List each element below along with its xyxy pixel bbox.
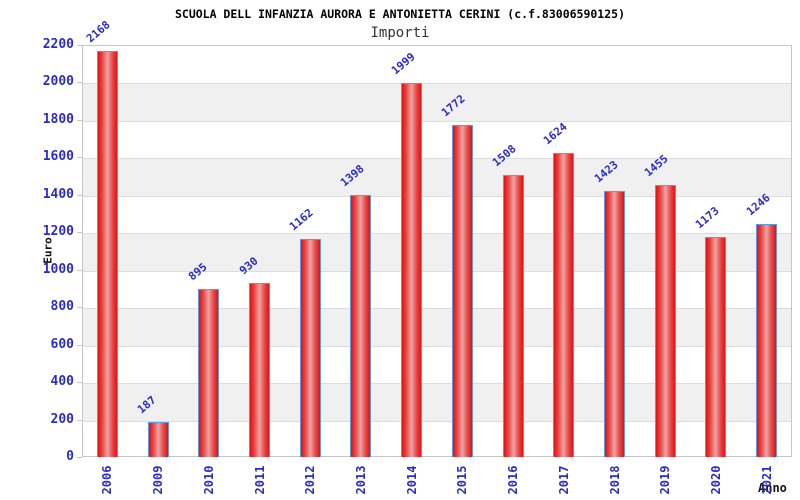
y-tick-label: 600 [50, 336, 74, 352]
y-tick-mark [77, 82, 82, 84]
gridline [83, 233, 791, 235]
y-tick-mark [77, 419, 82, 421]
y-tick-label: 1000 [42, 261, 74, 277]
bar [299, 239, 321, 457]
x-tick-label: 2006 [100, 465, 115, 495]
bar [451, 125, 473, 457]
y-tick-mark [77, 269, 82, 271]
x-tick-label: 2018 [607, 465, 622, 495]
plot-band [83, 383, 791, 421]
bar [198, 289, 220, 457]
y-tick-label: 200 [50, 411, 74, 427]
y-tick-mark [77, 382, 82, 384]
x-tick-label: 2009 [151, 465, 166, 495]
gridline [83, 420, 791, 422]
gridline [83, 383, 791, 385]
gridline [83, 270, 791, 272]
plot-band [83, 308, 791, 346]
y-tick-mark [77, 344, 82, 346]
x-tick-label: 2013 [353, 465, 368, 495]
plot-band [83, 158, 791, 196]
plot-band [83, 83, 791, 121]
gridline [83, 195, 791, 197]
bar [249, 282, 270, 457]
plot-area [82, 45, 792, 457]
plot-band [83, 233, 791, 271]
y-tick-mark [77, 194, 82, 196]
x-tick-label: 2021 [759, 465, 774, 495]
y-tick-mark [77, 157, 82, 159]
x-tick-label: 2017 [556, 465, 571, 495]
bar [502, 174, 524, 457]
y-tick-mark [77, 457, 82, 458]
chart-subtitle: Importi [370, 25, 430, 41]
y-tick-mark [77, 119, 82, 121]
chart-title: SCUOLA DELL INFANZIA AURORA E ANTONIETTA… [174, 7, 626, 21]
y-tick-label: 2000 [42, 74, 74, 90]
bar [604, 190, 625, 457]
x-tick-label: 2011 [252, 465, 267, 495]
bar-value-label: 2168 [84, 18, 114, 46]
gridline [83, 120, 791, 122]
y-tick-label: 400 [50, 374, 74, 390]
y-tick-mark [77, 232, 82, 234]
bar [350, 195, 372, 457]
bar [553, 152, 575, 457]
y-tick-mark [77, 307, 82, 309]
x-tick-label: 2019 [658, 465, 673, 495]
y-tick-label: 1800 [42, 111, 74, 127]
y-tick-label: 1400 [42, 186, 74, 202]
gridline [83, 83, 791, 85]
bar [147, 421, 169, 457]
x-axis-label: Anno [758, 481, 787, 495]
gridline [83, 308, 791, 310]
x-tick-label: 2020 [708, 465, 723, 495]
x-tick-label: 2012 [303, 465, 318, 495]
bar [654, 184, 676, 457]
y-tick-label: 2200 [42, 37, 74, 52]
bar [756, 223, 778, 457]
gridline [83, 345, 791, 347]
bar [705, 237, 727, 457]
bar [96, 50, 118, 457]
y-tick-label: 0 [66, 449, 74, 464]
bar [401, 82, 423, 457]
y-tick-label: 1200 [42, 224, 74, 240]
x-tick-label: 2016 [506, 465, 521, 495]
y-tick-label: 800 [50, 299, 74, 315]
gridline [83, 158, 791, 160]
x-tick-label: 2014 [404, 465, 419, 495]
y-tick-mark [77, 45, 82, 46]
x-tick-label: 2010 [201, 465, 216, 495]
x-tick-label: 2015 [455, 465, 470, 495]
y-tick-label: 1600 [42, 149, 74, 165]
